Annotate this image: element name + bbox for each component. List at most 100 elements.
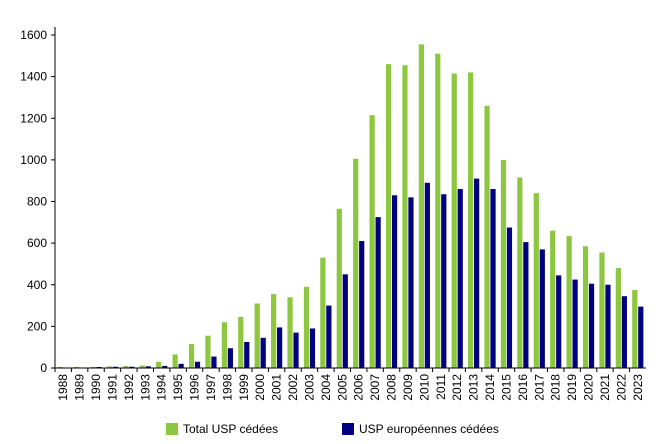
bar-european [194,361,201,368]
x-tick-label: 2011 [434,374,448,400]
bar-total [188,344,195,368]
bar-total [353,158,359,368]
x-tick-label: 2023 [631,374,645,401]
bar-total [172,354,178,368]
y-tick-label: 1600 [20,28,47,42]
bar-total [484,105,490,368]
legend-swatch-european [342,423,354,435]
x-tick-label: 2013 [467,374,481,401]
bar-total [566,235,572,368]
x-tick-label: 2020 [582,374,596,401]
bar-european [457,189,463,368]
x-axis: 1988 1989 1990 1991 1992 1993 1994 1995 1996 1997… [54,367,646,401]
bar-european [145,366,151,368]
x-tick-label: 2000 [253,374,267,401]
y-tick-label: 400 [27,278,47,292]
x-tick-label: 2007 [368,374,382,401]
x-tick-label: 2009 [401,374,415,401]
bar-chart: 0 200 400 600 800 1000 1200 1400 1600 1988 1989 19… [20,27,646,401]
y-tick-label: 200 [27,319,47,333]
bar-total [74,366,80,368]
bar-european [506,227,513,368]
bar-european [178,363,184,368]
bar-european [424,182,430,368]
x-tick-label: 2002 [286,374,300,401]
x-tick-label: 2021 [598,374,612,401]
bar-total [287,297,293,368]
x-tick-label: 2001 [270,374,284,401]
x-tick-label: 2019 [565,374,579,401]
y-tick-label: 1200 [20,111,47,125]
bar-total [435,53,441,368]
y-tick-label: 1000 [20,153,47,167]
bar-european [638,306,644,368]
legend-item-european: USP européennes cédées [342,422,499,436]
bar-total [615,268,621,368]
bar-european [129,366,135,368]
bar-european [277,327,283,368]
bar-european [539,249,545,368]
x-tick-label: 2022 [614,374,628,401]
x-tick-label: 2014 [483,374,497,401]
bars [57,44,644,369]
x-tick-label: 2016 [516,374,530,401]
bar-total [402,65,408,369]
x-tick-label: 2006 [352,374,366,401]
bar-european [342,274,348,368]
bar-european [621,296,627,368]
bar-european [572,279,578,368]
x-tick-label: 2015 [499,374,513,401]
x-tick-label: 1994 [155,374,169,401]
legend-label-total: Total USP cédées [183,422,279,436]
x-tick-label: 1995 [171,374,185,401]
bar-total [106,366,113,368]
x-tick-label: 2017 [532,374,546,401]
bar-total [468,72,474,369]
y-tick-label: 0 [40,361,47,375]
bar-total [418,44,424,369]
y-tick-label: 600 [27,236,47,250]
bar-european [162,365,168,368]
x-tick-label: 2008 [385,374,399,401]
bar-total [517,177,523,368]
bar-european [211,356,217,368]
bar-total [533,193,539,368]
bar-european [408,197,414,368]
bar-european [375,217,381,368]
y-tick-label: 800 [27,195,47,209]
bar-total [57,366,63,368]
bar-total [90,366,96,368]
bar-european [326,305,332,368]
bar-european [244,341,250,368]
bar-total [369,115,375,368]
x-tick-label: 1990 [89,374,103,401]
x-tick-label: 2003 [302,374,316,401]
bar-total [336,208,342,368]
bar-european [260,337,266,368]
bar-european [490,189,496,368]
bar-european [391,195,398,368]
bar-total [156,361,162,368]
bar-european [112,366,119,368]
x-tick-label: 2004 [319,374,333,401]
x-tick-label: 1999 [237,374,251,401]
x-tick-label: 1989 [73,374,87,401]
bar-european [227,348,233,368]
bar-total [221,322,227,368]
bar-european [474,178,480,368]
x-tick-label: 1992 [122,374,136,401]
bar-european [441,194,447,368]
y-axis: 0 200 400 600 800 1000 1200 1400 1600 [20,27,56,375]
x-tick-label: 1991 [105,374,119,401]
bar-total [139,365,145,368]
x-tick-label: 2012 [450,374,464,401]
bar-total [238,317,244,368]
bar-total [205,335,211,368]
y-tick-label: 1400 [20,70,47,84]
bar-total [254,303,260,368]
bar-total [599,252,605,368]
bar-total [550,230,556,368]
bar-european [588,283,595,368]
bar-european [309,328,316,368]
bar-total [320,257,326,368]
